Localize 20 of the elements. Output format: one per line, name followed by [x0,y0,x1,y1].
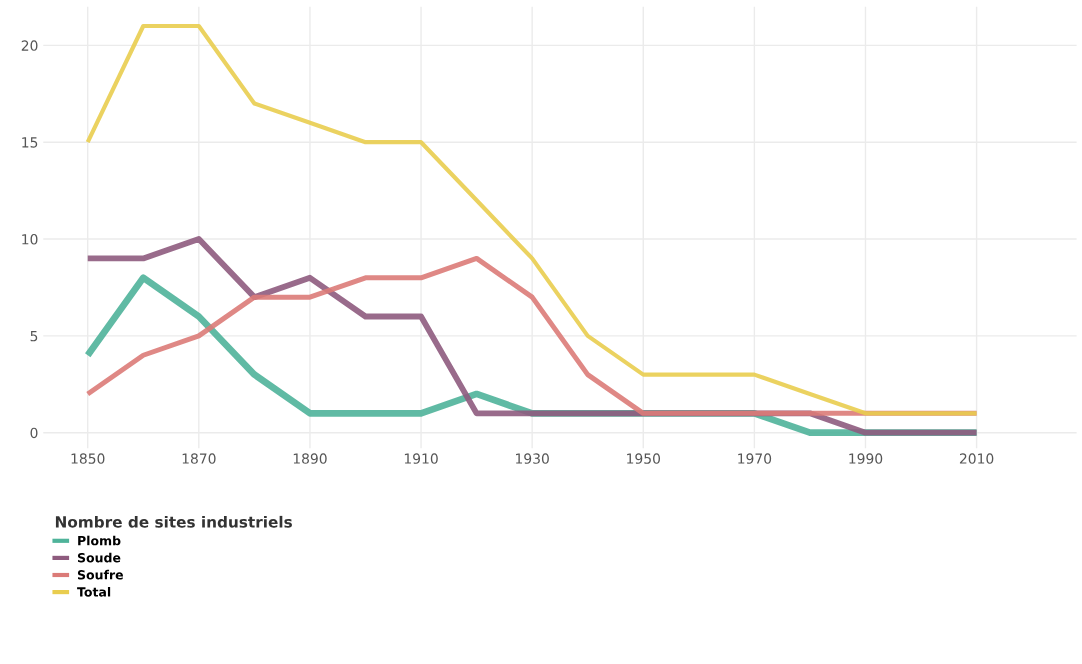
legend-label: Plomb [78,535,121,546]
y-tick-label: 20 [21,40,38,51]
x-tick-label: 2010 [959,453,994,464]
y-tick-label: 10 [22,234,38,245]
x-tick-label: 1890 [293,453,327,464]
legend-label: Total [77,586,111,597]
x-tick-label: 1990 [849,453,883,464]
line-series [85,23,979,416]
y-tick-label: 0 [30,427,38,439]
legend-label: Soude [77,552,121,563]
x-tick-label: 1970 [738,453,772,464]
x-tick-label: 1950 [627,453,661,464]
x-tick-label: 1850 [71,453,105,464]
legend-label: Soufre [77,569,123,580]
legend-title: Nombre de sites industriels [55,515,292,528]
y-tick-label: 15 [22,137,38,148]
y-tick-label: 5 [30,331,38,342]
x-tick-label: 1930 [516,453,549,464]
x-tick-label: 1910 [404,453,438,464]
x-tick-label: 1870 [182,453,216,464]
